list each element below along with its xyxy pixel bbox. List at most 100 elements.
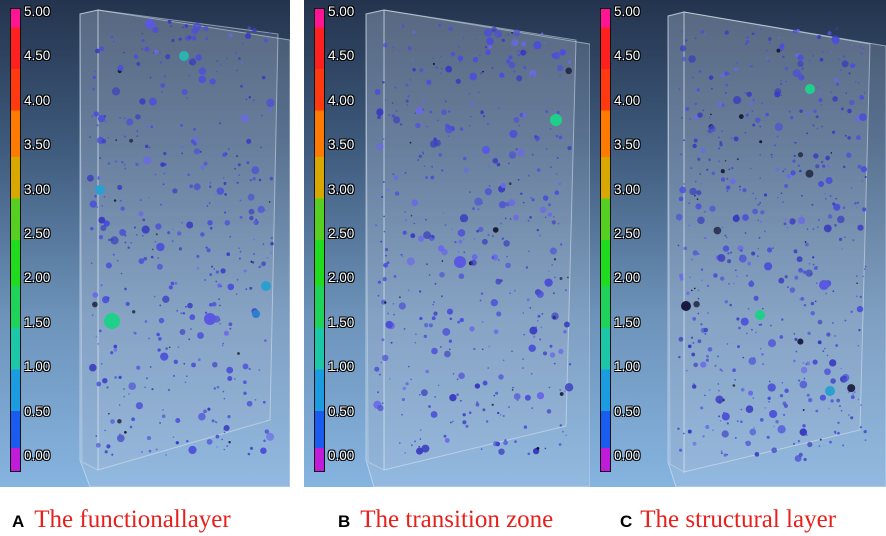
pore [92, 87, 96, 91]
pore [797, 54, 804, 61]
pore [412, 59, 414, 62]
pore [547, 212, 553, 217]
pore [863, 91, 866, 94]
pore [148, 196, 150, 199]
pore [375, 224, 377, 227]
pore [132, 310, 136, 314]
pore [801, 67, 804, 71]
pore [693, 115, 698, 120]
pore [522, 312, 525, 314]
pore [677, 427, 680, 431]
pore [784, 275, 788, 279]
pore [796, 256, 803, 263]
pore [391, 114, 395, 118]
pore [119, 199, 122, 202]
pore [209, 302, 213, 307]
colorbar-gradient [10, 8, 21, 472]
colorbar-tick-label: 5.00 [328, 4, 355, 19]
pore [830, 91, 832, 94]
pore [484, 188, 492, 196]
pore [259, 265, 262, 268]
pore [504, 217, 507, 220]
pore [418, 393, 421, 396]
colorbar-tick-label: 0.50 [24, 403, 51, 419]
pore [681, 117, 683, 119]
pore [689, 276, 691, 279]
colorbar-tick-label: 1.00 [24, 359, 51, 375]
panel-letter: A [12, 512, 25, 531]
pore [223, 448, 226, 451]
pore [724, 159, 727, 162]
pore [549, 166, 552, 169]
pore [696, 88, 700, 92]
pore [727, 259, 732, 264]
pore [771, 156, 773, 158]
pore [423, 231, 432, 240]
pore [117, 184, 123, 190]
pore [817, 340, 822, 345]
pore [706, 284, 710, 287]
pore [199, 150, 202, 153]
pore [802, 409, 805, 411]
pore [790, 116, 794, 120]
pore [845, 92, 848, 94]
pore [141, 39, 145, 43]
pore [844, 236, 846, 239]
pore [135, 402, 143, 410]
pore [268, 109, 272, 113]
caption-a: A The functionallayer [12, 506, 231, 533]
pore [248, 95, 252, 99]
pore [381, 195, 384, 199]
pore [750, 328, 753, 331]
pore [496, 162, 501, 167]
pore [719, 368, 722, 371]
pore [482, 380, 488, 386]
pore [492, 157, 499, 164]
pore [811, 256, 815, 259]
pore [473, 347, 476, 351]
pore [733, 136, 739, 142]
pore [861, 180, 864, 182]
pore [795, 350, 798, 353]
pore [150, 255, 154, 259]
pore [767, 339, 777, 348]
pore [730, 251, 733, 254]
pore [759, 323, 763, 326]
pore [790, 170, 796, 176]
pore [842, 165, 846, 169]
pore [235, 293, 238, 295]
pore [247, 193, 255, 201]
colorbar-tick-label: 2.00 [328, 270, 355, 286]
pore [770, 153, 773, 156]
pore [187, 173, 190, 177]
colorbar-tick-label: 4.50 [328, 48, 355, 64]
pore [544, 42, 546, 44]
pore [100, 284, 103, 287]
pore [829, 195, 832, 197]
pore [773, 144, 777, 147]
pore [91, 314, 94, 317]
pore [679, 273, 684, 278]
pore [844, 134, 847, 137]
colorbar-tick-label: 2.50 [328, 226, 355, 241]
pore [777, 425, 786, 434]
pore [557, 222, 560, 225]
pore [130, 242, 132, 244]
pore [761, 307, 764, 310]
pore [249, 215, 254, 221]
pore [565, 434, 567, 437]
pore [448, 26, 454, 32]
pore [853, 64, 856, 66]
pore [168, 285, 173, 290]
pore [738, 185, 741, 188]
pore [409, 141, 412, 144]
pore [547, 203, 551, 207]
pore [555, 173, 558, 175]
pore [822, 51, 824, 53]
pore [745, 113, 749, 117]
pore [556, 64, 564, 72]
pore [136, 61, 141, 66]
pore [383, 230, 386, 233]
pore [112, 40, 115, 43]
pore [831, 130, 836, 134]
